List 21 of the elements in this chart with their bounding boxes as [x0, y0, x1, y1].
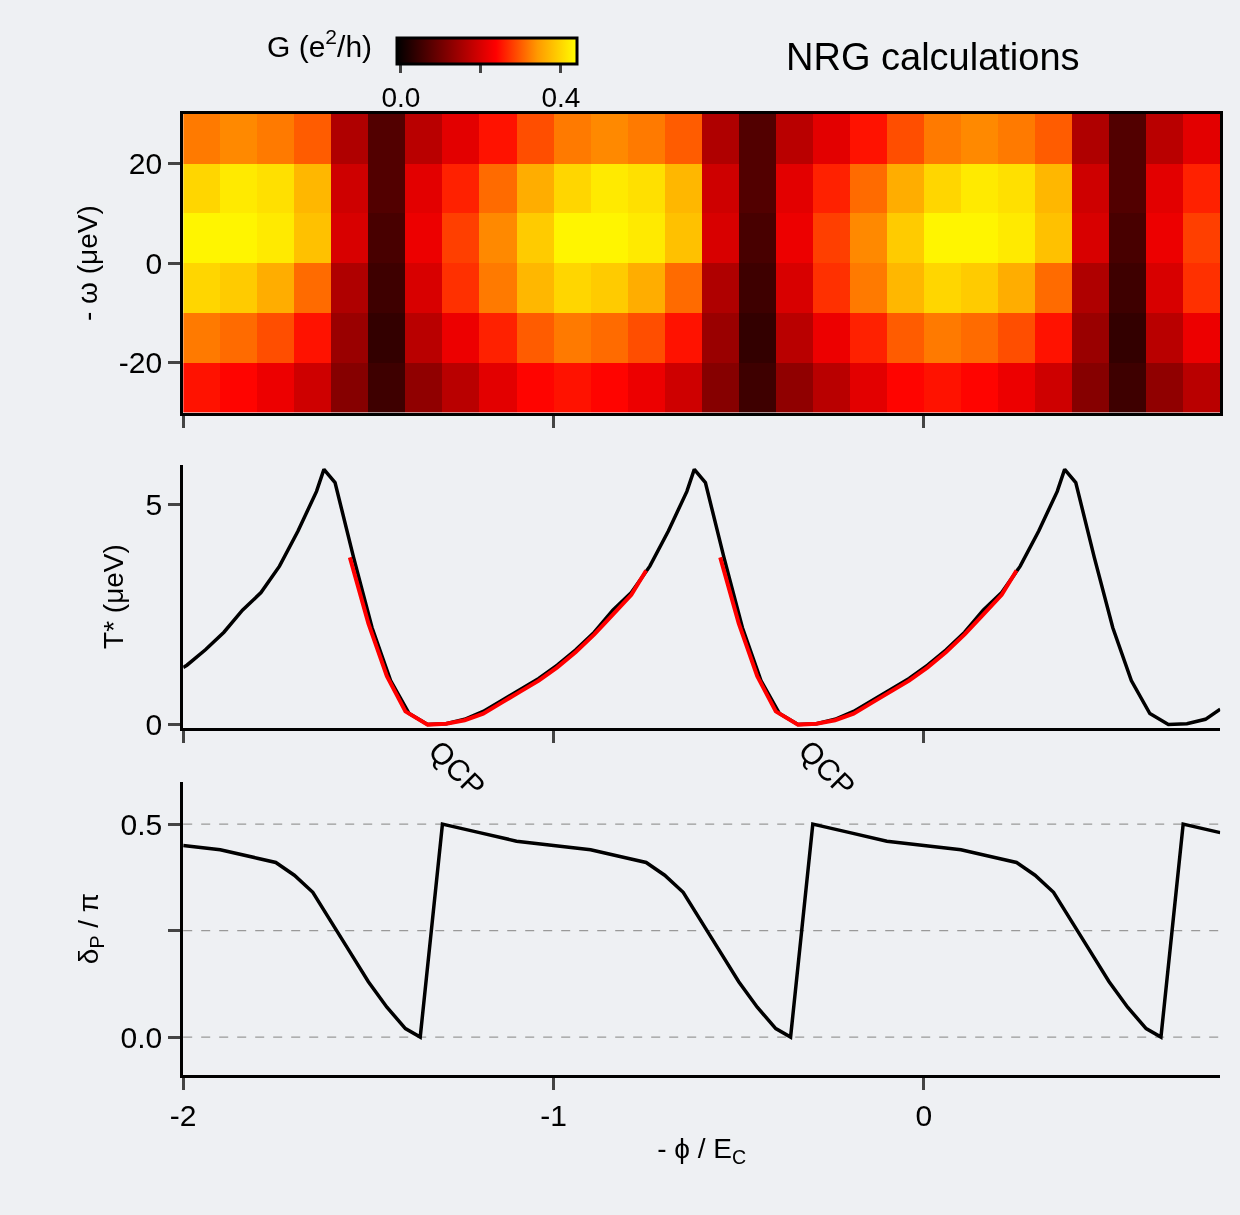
x-tick-label: -2	[169, 1099, 197, 1133]
y-tick-label: -20	[118, 346, 163, 380]
x-axis-title: - ϕ / E$_{C}$	[657, 1133, 747, 1169]
color-bar-label: 0.0	[381, 81, 421, 113]
line-series	[718, 555, 1019, 727]
y-axis-title: T* (μeV)	[98, 544, 130, 649]
y-tick-label: 5	[145, 488, 163, 522]
y-axis-title: - ω (μeV)	[71, 205, 103, 322]
x-tick-label: 0	[915, 1099, 933, 1133]
annotation: QCP	[422, 734, 492, 804]
x-tick-label: -1	[540, 1099, 567, 1133]
line-series	[347, 555, 649, 727]
y-tick-label: 0	[145, 708, 163, 742]
y-tick-label: 0.0	[120, 1020, 163, 1054]
y-tick-label: 20	[128, 147, 163, 181]
color-bar-title: G (e$^{2}$/h)	[267, 25, 373, 63]
y-tick-label: 0	[145, 246, 163, 280]
color-bar-label: 0.4	[541, 81, 581, 113]
chart-title: NRG calculations	[786, 36, 1080, 78]
annotation: QCP	[792, 733, 862, 804]
y-tick-label: 0.5	[120, 807, 163, 841]
